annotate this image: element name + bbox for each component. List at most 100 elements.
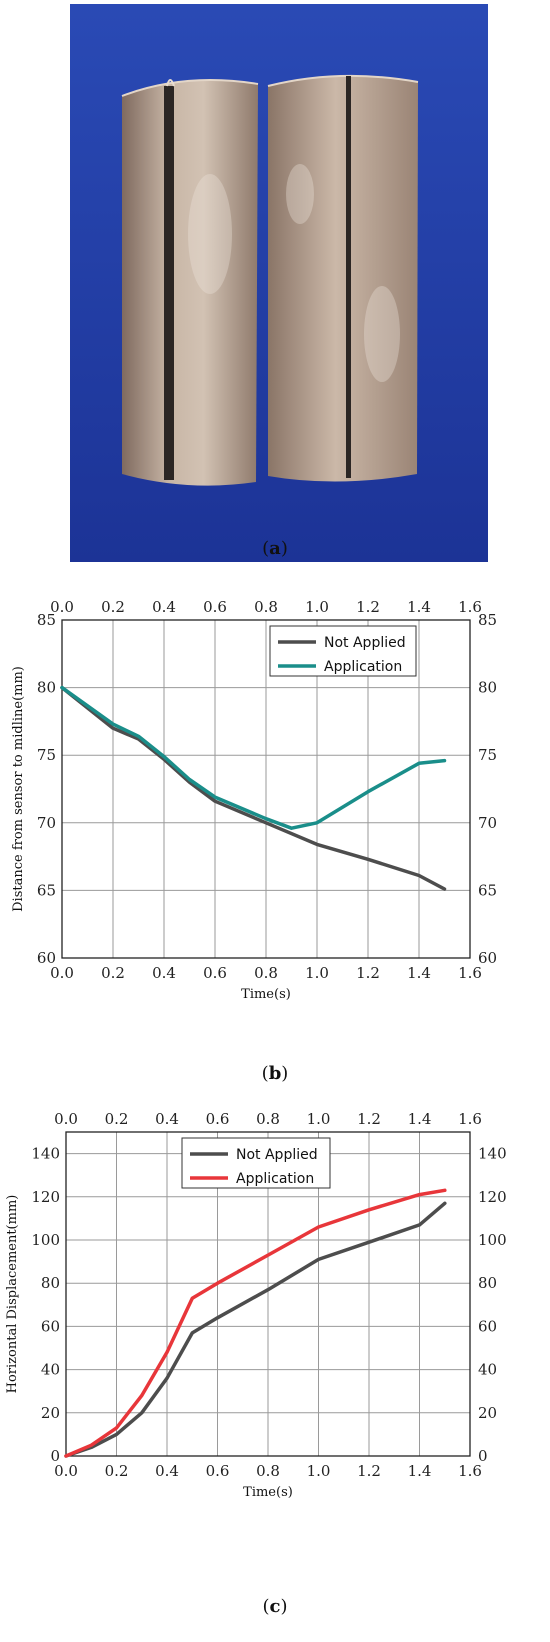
series-line-not-applied <box>60 685 447 891</box>
x-tick-label-top: 1.6 <box>458 598 482 616</box>
y-tick-label-right: 0 <box>478 1447 488 1465</box>
y-tick-label-right: 65 <box>478 881 497 899</box>
y-tick-label-right: 60 <box>478 1317 497 1335</box>
y-tick-label-right: 120 <box>478 1188 507 1206</box>
x-tick-label-bottom: 0.2 <box>105 1462 129 1480</box>
x-tick-label-bottom: 0.2 <box>101 964 125 982</box>
right-pipe <box>267 74 419 482</box>
caption-c-close: ) <box>280 1596 288 1617</box>
y-tick-label-left: 100 <box>31 1231 60 1249</box>
x-tick-label-top: 0.2 <box>105 1110 129 1128</box>
x-tick-label-top: 0.6 <box>203 598 227 616</box>
y-axis-label: Distance from sensor to midline(mm) <box>11 666 26 912</box>
x-tick-label-top: 1.0 <box>307 1110 331 1128</box>
legend: Not Applied Application <box>269 625 417 677</box>
plot-frame <box>65 1131 471 1457</box>
y-tick-label-left: 80 <box>37 679 56 697</box>
y-tick-label-left: 20 <box>41 1404 60 1422</box>
x-tick-label-bottom: 0.6 <box>206 1462 230 1480</box>
x-tick-label-bottom: 1.0 <box>307 1462 331 1480</box>
y-tick-label-left: 70 <box>37 814 56 832</box>
y-tick-label-right: 40 <box>478 1361 497 1379</box>
x-tick-label-top: 0.6 <box>206 1110 230 1128</box>
left-pipe-slit <box>164 86 174 480</box>
x-tick-label-bottom: 0.4 <box>155 1462 179 1480</box>
y-tick-label-left: 75 <box>37 746 56 764</box>
chart-distance-vs-time: 0.0 0.0 0.2 0.2 0.4 0.4 0.6 0.6 0.8 0.8 1.0 1.0 1.2 1… <box>11 598 497 1002</box>
y-tick-label-right: 75 <box>478 746 497 764</box>
x-tick-label-top: 1.4 <box>408 1110 432 1128</box>
pipe-surface-stains <box>188 164 400 382</box>
y-tick-label-right: 100 <box>478 1231 507 1249</box>
x-tick-label-top: 1.0 <box>305 598 329 616</box>
x-tick-label-top: 1.6 <box>458 1110 482 1128</box>
legend: Not Applied Application <box>181 1137 331 1189</box>
x-tick-label-bottom: 0.6 <box>203 964 227 982</box>
x-tick-label-bottom: 0.0 <box>54 1462 78 1480</box>
y-tick-label-left: 0 <box>50 1447 60 1465</box>
x-tick-label-bottom: 1.2 <box>357 1462 381 1480</box>
x-tick-label-bottom: 1.4 <box>408 1462 432 1480</box>
x-tick-label-bottom: 0.4 <box>152 964 176 982</box>
series-line-application <box>60 685 447 830</box>
y-tick-label-right: 20 <box>478 1404 497 1422</box>
caption-a-letter: a <box>269 538 281 559</box>
chart-horizontal-displacement-vs-time: 0.0 0.0 0.2 0.2 0.4 0.4 0.6 0.6 0.8 0.8 1.0 1.0 1.2 1… <box>5 1110 507 1500</box>
plot-frame <box>61 619 471 959</box>
legend-label: Application <box>236 1171 314 1187</box>
caption-b: (b) <box>0 1063 550 1084</box>
y-tick-label-left: 140 <box>31 1145 60 1163</box>
caption-c-letter: c <box>269 1596 281 1617</box>
caption-c-open: ( <box>262 1596 270 1617</box>
legend-label: Not Applied <box>236 1147 318 1163</box>
y-tick-label-left: 85 <box>37 611 56 629</box>
x-tick-label-bottom: 0.8 <box>254 964 278 982</box>
y-tick-label-right: 140 <box>478 1145 507 1163</box>
legend-label: Not Applied <box>324 635 406 651</box>
x-tick-label-top: 0.8 <box>256 1110 280 1128</box>
caption-a: (a) <box>0 538 550 559</box>
y-tick-label-left: 65 <box>37 881 56 899</box>
x-tick-label-bottom: 1.6 <box>458 1462 482 1480</box>
y-tick-label-right: 85 <box>478 611 497 629</box>
x-tick-label-top: 0.0 <box>54 1110 78 1128</box>
legend-label: Application <box>324 659 402 675</box>
caption-b-close: ) <box>281 1063 289 1084</box>
x-tick-label-top: 1.4 <box>407 598 431 616</box>
y-tick-label-left: 120 <box>31 1188 60 1206</box>
caption-b-open: ( <box>261 1063 269 1084</box>
y-axis-label: Horizontal Displacement(mm) <box>5 1195 20 1394</box>
x-tick-label-bottom: 1.2 <box>356 964 380 982</box>
y-tick-label-left: 80 <box>41 1274 60 1292</box>
y-tick-label-right: 60 <box>478 949 497 967</box>
x-tick-label-top: 0.8 <box>254 598 278 616</box>
caption-a-close: ) <box>280 538 288 559</box>
y-tick-label-right: 70 <box>478 814 497 832</box>
x-axis-label: Time(s) <box>241 987 291 1002</box>
y-tick-label-left: 60 <box>37 949 56 967</box>
caption-b-letter: b <box>268 1063 282 1084</box>
x-tick-label-bottom: 1.6 <box>458 964 482 982</box>
y-tick-label-right: 80 <box>478 679 497 697</box>
x-tick-label-top: 0.4 <box>152 598 176 616</box>
x-tick-label-top: 0.2 <box>101 598 125 616</box>
x-tick-label-bottom: 1.4 <box>407 964 431 982</box>
caption-c: (c) <box>0 1596 550 1617</box>
caption-a-open: ( <box>262 538 270 559</box>
y-tick-label-right: 80 <box>478 1274 497 1292</box>
series-line-not-applied <box>64 1201 447 1458</box>
x-tick-label-top: 0.4 <box>155 1110 179 1128</box>
x-tick-label-top: 1.2 <box>357 1110 381 1128</box>
x-tick-label-bottom: 0.8 <box>256 1462 280 1480</box>
x-tick-label-top: 1.2 <box>356 598 380 616</box>
x-tick-label-bottom: 0.0 <box>50 964 74 982</box>
y-tick-label-left: 40 <box>41 1361 60 1379</box>
series-line-application <box>64 1188 447 1458</box>
left-pipe <box>121 79 259 486</box>
x-axis-label: Time(s) <box>243 1485 293 1500</box>
right-pipe-slit <box>346 76 351 478</box>
y-tick-label-left: 60 <box>41 1317 60 1335</box>
photo-split-pipes <box>70 4 488 562</box>
x-tick-label-top: 0.0 <box>50 598 74 616</box>
x-tick-label-bottom: 1.0 <box>305 964 329 982</box>
